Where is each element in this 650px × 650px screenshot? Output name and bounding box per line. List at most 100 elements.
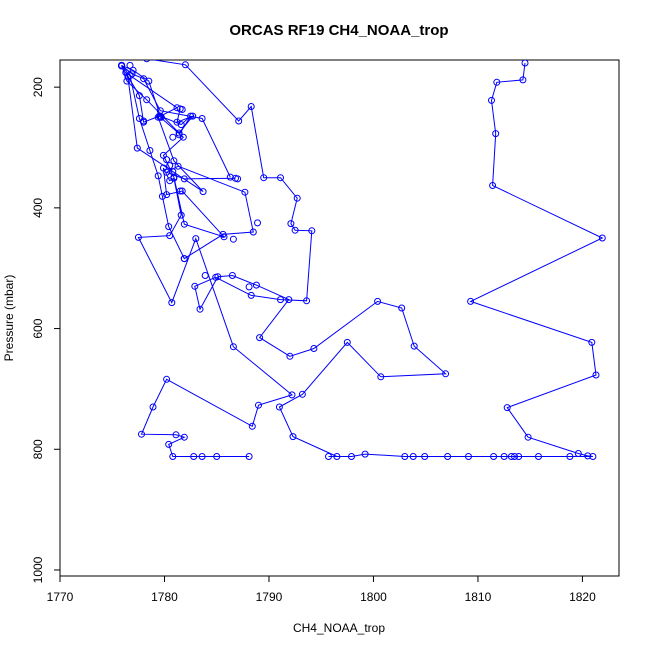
data-point: [245, 453, 253, 460]
data-point: [169, 453, 177, 460]
data-point: [123, 77, 131, 85]
data-point: [229, 235, 237, 243]
series-line-1: [151, 60, 604, 457]
data-point: [146, 147, 154, 154]
data-point: [377, 373, 385, 381]
data-point: [192, 235, 200, 243]
data-point: [245, 283, 253, 291]
data-point: [176, 187, 184, 195]
data-point: [172, 431, 180, 439]
data-point: [175, 129, 183, 137]
data-point: [199, 188, 207, 196]
data-point: [333, 453, 341, 460]
data-point: [598, 234, 606, 242]
series-line-3: [121, 65, 204, 193]
data-point: [343, 338, 351, 346]
data-point: [444, 453, 452, 460]
data-point: [180, 175, 188, 183]
data-point: [289, 433, 297, 441]
y-axis-label: Pressure (mbar): [2, 275, 16, 362]
data-point: [467, 297, 475, 305]
y-tick-label: 600: [31, 318, 45, 338]
data-point: [163, 191, 171, 199]
series-line-7: [121, 65, 195, 134]
data-point: [149, 403, 157, 411]
y-tick-label: 800: [31, 439, 45, 459]
data-point: [170, 157, 178, 165]
data-point: [493, 78, 501, 86]
data-point: [228, 272, 236, 279]
data-point: [135, 92, 143, 100]
x-tick-label: 1810: [465, 590, 492, 604]
data-point: [524, 433, 532, 441]
x-axis: 1770 1780 1790 1800 1810 1820: [47, 575, 596, 604]
data-point: [288, 391, 296, 399]
data-point: [293, 194, 301, 202]
data-point: [285, 296, 293, 304]
data-point: [348, 453, 355, 460]
data-point: [256, 334, 264, 342]
x-tick-label: 1800: [360, 590, 387, 604]
data-point: [409, 453, 417, 460]
y-tick-label: 1000: [31, 556, 45, 583]
data-point: [234, 175, 242, 183]
data-point: [180, 433, 188, 441]
data-point: [488, 96, 495, 104]
data-point: [118, 61, 126, 69]
data-point: [123, 60, 128, 61]
data-point: [174, 162, 182, 170]
data-point: [166, 162, 174, 170]
data-point: [410, 342, 418, 350]
data-point: [157, 113, 165, 121]
data-point: [535, 453, 542, 460]
data-point: [515, 453, 523, 460]
data-point: [156, 107, 164, 115]
data-point: [286, 352, 294, 360]
plot-frame: [59, 59, 620, 577]
data-point: [165, 440, 173, 448]
data-point: [325, 453, 332, 460]
data-point: [187, 112, 195, 120]
data-point: [181, 61, 189, 69]
data-point: [166, 177, 174, 185]
data-point: [303, 297, 311, 305]
data-point: [196, 305, 204, 313]
points-layer: [118, 60, 606, 460]
data-point: [277, 296, 284, 304]
data-point: [229, 343, 237, 351]
data-point: [421, 453, 429, 460]
data-point: [143, 60, 150, 63]
data-point: [247, 103, 255, 110]
data-point: [129, 66, 137, 74]
data-point: [190, 453, 198, 460]
data-point: [249, 228, 257, 236]
data-point: [201, 272, 209, 279]
data-point: [198, 115, 206, 122]
x-axis-label: CH4_NOAA_trop: [293, 621, 385, 635]
data-point: [588, 338, 596, 346]
y-tick-label: 200: [31, 77, 45, 97]
data-point: [490, 453, 498, 460]
data-point: [180, 220, 188, 228]
y-axis: 200 400 600 800 1000: [31, 77, 61, 583]
data-point: [492, 130, 500, 138]
data-point: [163, 156, 171, 164]
data-point: [189, 112, 197, 120]
data-point: [592, 371, 600, 379]
data-point: [247, 291, 255, 299]
data-point: [178, 187, 186, 195]
data-point: [248, 422, 256, 430]
data-point: [511, 453, 518, 460]
data-point: [226, 173, 234, 181]
data-point: [503, 404, 511, 412]
data-point: [212, 273, 220, 281]
data-point: [180, 255, 188, 263]
data-point: [133, 144, 141, 152]
data-point: [140, 117, 148, 125]
data-point: [252, 281, 260, 289]
data-point: [126, 72, 134, 80]
data-point: [126, 61, 134, 69]
data-point: [566, 453, 574, 460]
data-point: [308, 227, 316, 235]
data-point: [156, 112, 164, 120]
